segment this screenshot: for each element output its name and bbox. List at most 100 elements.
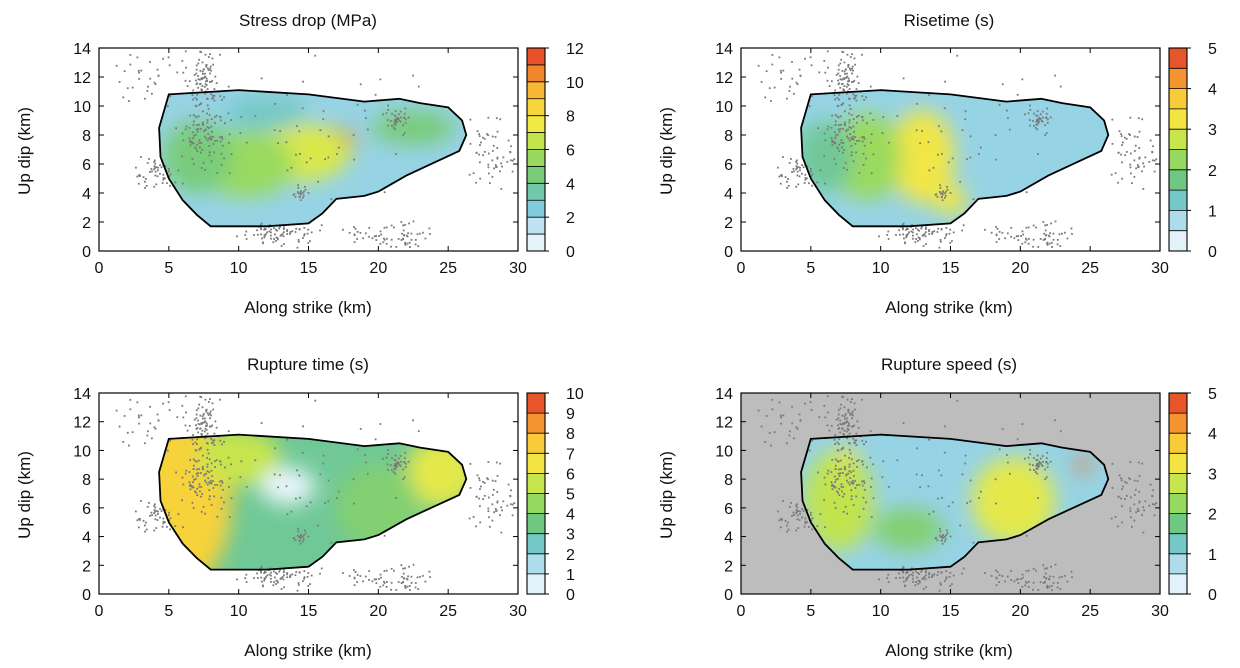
quake-dot	[219, 439, 222, 442]
quake-dot	[906, 571, 908, 573]
quake-dot	[199, 490, 201, 493]
quake-dot	[223, 96, 225, 99]
quake-dot	[219, 480, 221, 483]
quake-dot	[1024, 237, 1027, 240]
quake-dot	[838, 124, 840, 127]
quake-dot	[887, 141, 890, 144]
field-hotspots	[803, 447, 1091, 551]
quake-dot	[206, 483, 209, 486]
quake-dot	[149, 61, 151, 63]
quake-dot	[200, 446, 203, 449]
quake-dot	[283, 227, 285, 229]
quake-dot	[274, 102, 276, 105]
quake-dot	[1129, 152, 1132, 155]
quake-dot	[327, 135, 330, 138]
quake-dot	[839, 115, 842, 118]
quake-dot	[404, 224, 406, 226]
quake-dot	[352, 134, 355, 137]
quake-dot	[837, 424, 839, 427]
quake-dot	[805, 177, 808, 180]
quake-dot	[773, 431, 776, 434]
quake-dot	[792, 92, 795, 95]
quake-dot	[796, 514, 799, 517]
quake-dot	[298, 130, 301, 133]
quake-dot	[205, 65, 208, 68]
quake-dot	[263, 234, 266, 236]
quake-dot	[799, 169, 801, 172]
quake-dot	[769, 100, 772, 103]
quake-dot	[209, 417, 211, 420]
quake-dot	[917, 236, 920, 239]
quake-dot	[140, 500, 142, 502]
quake-dot	[176, 416, 179, 419]
quake-dot	[1129, 134, 1131, 136]
quake-dot	[1118, 474, 1121, 477]
quake-dot	[865, 157, 867, 160]
quake-dot	[841, 50, 844, 53]
quake-dot	[925, 227, 927, 229]
quake-dot	[272, 241, 275, 244]
quake-dot	[276, 238, 279, 241]
quake-dot	[395, 246, 398, 248]
quake-dot	[144, 530, 146, 533]
quake-dot	[208, 145, 211, 148]
quake-dot	[1041, 455, 1044, 457]
quake-dot	[278, 570, 281, 573]
colorbar-band	[527, 81, 545, 100]
quake-dot	[213, 444, 216, 446]
quake-dot	[831, 458, 834, 461]
quake-dot	[408, 241, 411, 244]
quake-dot	[198, 483, 201, 486]
quake-dot	[939, 184, 941, 187]
x-tick-label: 5	[806, 603, 815, 620]
quake-dot	[1151, 495, 1154, 498]
quake-dot	[219, 460, 222, 463]
quake-dot	[1059, 588, 1062, 591]
quake-dot	[374, 93, 377, 96]
quake-dot	[500, 506, 503, 509]
seismicity	[115, 50, 516, 249]
quake-dot	[200, 142, 203, 144]
quake-dot	[496, 130, 499, 133]
quake-dot	[146, 162, 149, 164]
quake-dot	[188, 424, 191, 427]
quake-dot	[833, 486, 836, 489]
quake-dot	[254, 115, 257, 117]
quake-dot	[914, 570, 917, 573]
quake-dot	[386, 463, 389, 466]
quake-dot	[322, 110, 325, 113]
risetime-panel: Risetime (s) Up dip (km) Along strike (k…	[657, 11, 1217, 317]
quake-dot	[286, 572, 289, 574]
quake-dot	[901, 224, 904, 227]
quake-dot	[214, 466, 216, 468]
quake-dot	[200, 422, 203, 425]
quake-dot	[922, 234, 925, 236]
quake-dot	[181, 155, 184, 158]
quake-dot	[1033, 457, 1035, 459]
quake-dot	[309, 157, 312, 160]
quake-dot	[1020, 578, 1022, 580]
y-tick-label: 4	[82, 530, 91, 547]
quake-dot	[301, 580, 304, 583]
quake-dot	[863, 144, 866, 147]
quake-dot	[936, 195, 939, 198]
quake-dot	[146, 430, 149, 433]
quake-dot	[786, 180, 788, 183]
quake-dot	[209, 482, 212, 484]
quake-dot	[798, 68, 801, 71]
x-axis-label: Along strike (km)	[244, 641, 372, 660]
quake-dot	[1007, 461, 1009, 464]
quake-dot	[827, 125, 830, 128]
quake-dot	[330, 541, 333, 544]
quake-dot	[1120, 477, 1123, 480]
quake-dot	[939, 583, 942, 586]
x-tick-label: 0	[95, 260, 104, 277]
quake-dot	[840, 448, 843, 451]
quake-dot	[294, 574, 297, 577]
quake-dot	[476, 130, 479, 133]
quake-dot	[195, 472, 198, 475]
quake-dot	[407, 232, 410, 235]
quake-dot	[304, 188, 307, 191]
quake-dot	[932, 166, 935, 169]
x-tick-label: 10	[230, 260, 248, 277]
